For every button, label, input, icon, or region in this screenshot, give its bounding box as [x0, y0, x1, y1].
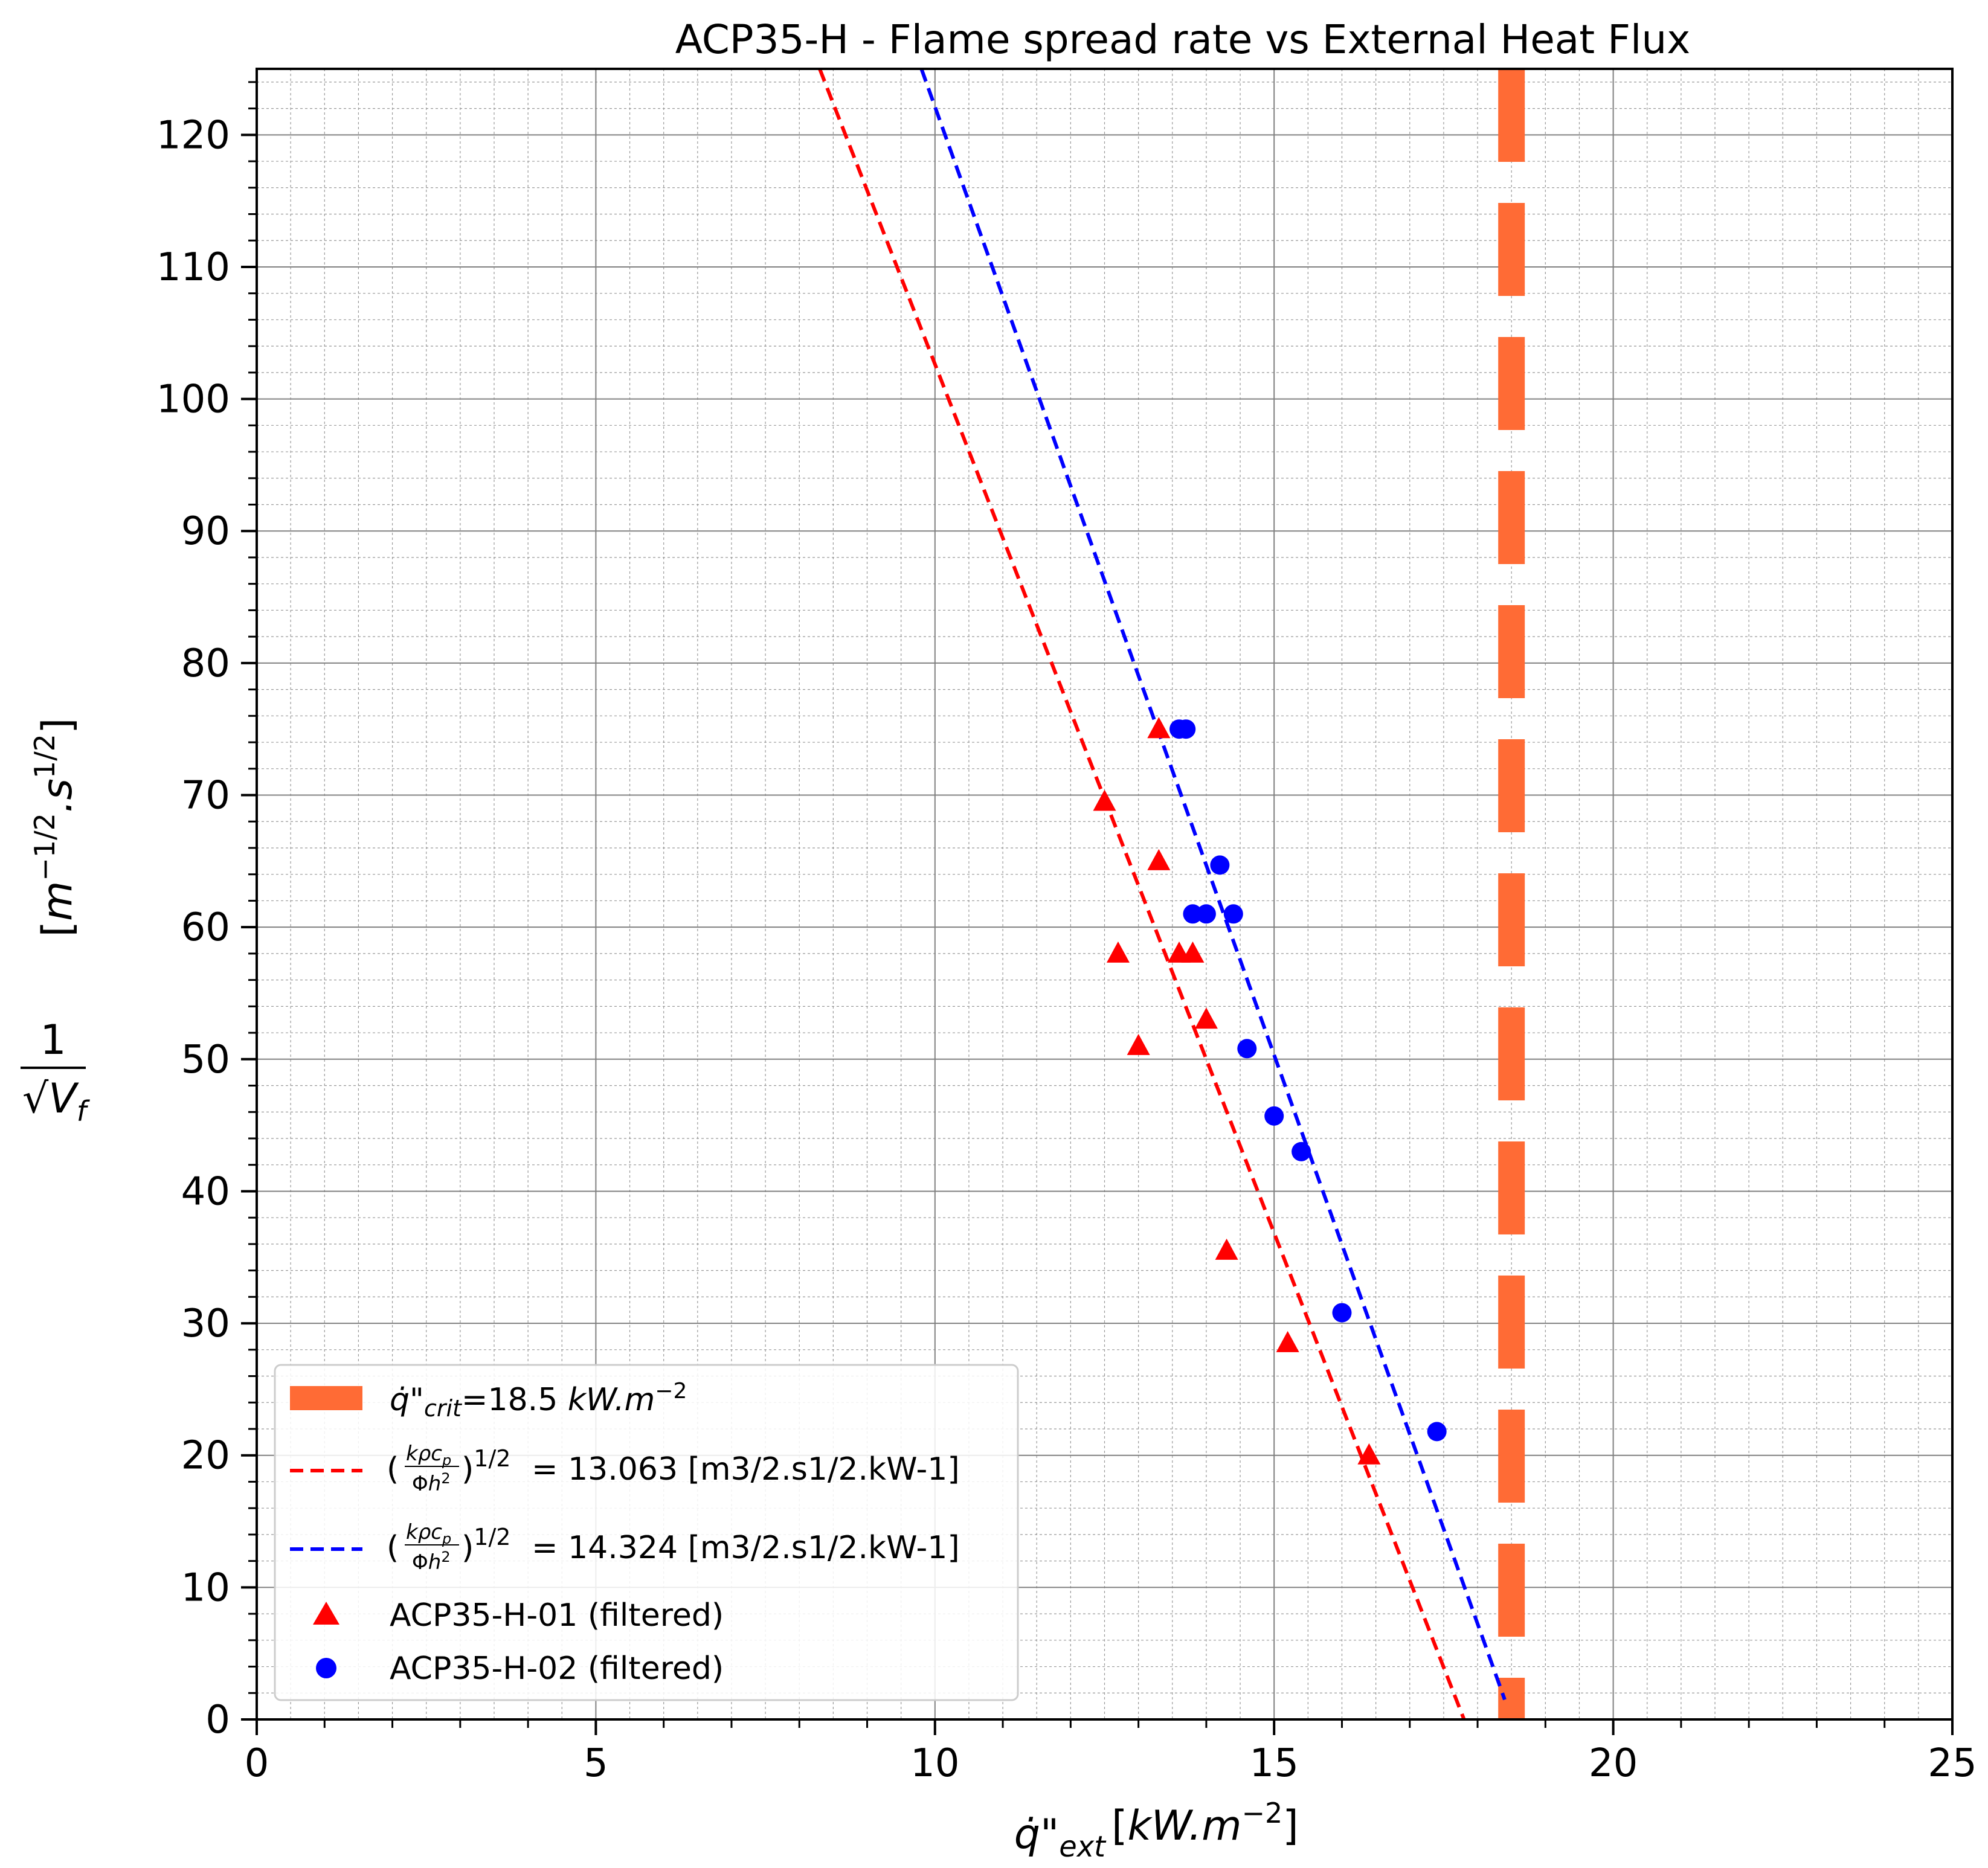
x-tick-label: 20: [1589, 1741, 1638, 1786]
x-tick-label: 0: [245, 1741, 269, 1786]
x-axis-label: q̇"ext [kW.m−2]: [1014, 1797, 1299, 1864]
x-tick-label: 25: [1928, 1741, 1977, 1786]
axis-ticks: [241, 81, 1954, 1735]
fit-lines-layer: [818, 68, 1507, 1721]
y-tick-label: 90: [181, 509, 230, 554]
y-tick-labels: 0 10 20 30 40 50 60 70 80 90 100 110 120: [156, 113, 230, 1742]
data-point-circle: [1292, 1141, 1311, 1161]
y-tick-label: 70: [181, 774, 230, 818]
legend-box: [274, 1364, 1019, 1701]
plot-frame: [256, 68, 1954, 1721]
svg-text:(: (: [387, 1451, 399, 1488]
data-point-circle: [1196, 904, 1216, 924]
legend-series-02-label: ACP35-H-02 (filtered): [390, 1651, 724, 1687]
legend-item-fit-blue: ( kρcp Φh2 )1/2 = 14.324 [m3/2.s1/2.kW-1…: [290, 1520, 960, 1574]
x-tick-label: 10: [910, 1741, 959, 1786]
svg-text:Φh2: Φh2: [412, 1470, 451, 1496]
y-tick-label: 30: [181, 1302, 230, 1346]
y-tick-label: 0: [205, 1698, 230, 1742]
y-tick-label: 60: [181, 905, 230, 950]
data-point-circle: [1427, 1422, 1447, 1442]
legend-item-series-02: ACP35-H-02 (filtered): [316, 1651, 724, 1687]
data-point-triangle: [1127, 1033, 1150, 1055]
data-points-layer: [1093, 717, 1447, 1465]
data-point-circle: [1223, 904, 1243, 924]
legend-marker-triangle: [313, 1602, 339, 1625]
data-point-triangle: [1106, 941, 1130, 963]
y-tick-label: 20: [181, 1434, 230, 1478]
y-tick-label: 100: [156, 377, 230, 422]
data-point-triangle: [1276, 1330, 1299, 1352]
data-point-triangle: [1181, 941, 1205, 963]
x-tick-labels: 0 5 10 15 20 25: [245, 1741, 1977, 1786]
y-tick-label: 110: [156, 245, 230, 290]
svg-text:q̇"crit=18.5 kW.m−2: q̇"crit=18.5 kW.m−2: [390, 1379, 687, 1422]
legend-item-critical-flux: q̇"crit=18.5 kW.m−2: [290, 1379, 687, 1422]
y-tick-label: 50: [181, 1038, 230, 1082]
fit-line-blue: [919, 68, 1507, 1701]
legend-marker-circle: [316, 1658, 336, 1678]
data-point-circle: [1183, 904, 1203, 924]
y-tick-label: 40: [181, 1169, 230, 1214]
data-point-triangle: [1147, 717, 1171, 739]
y-tick-label: 80: [181, 641, 230, 686]
data-point-triangle: [1357, 1443, 1381, 1465]
data-point-triangle: [1093, 789, 1116, 811]
data-point-circle: [1264, 1106, 1284, 1126]
fit-line-red: [818, 68, 1466, 1721]
svg-text:(: (: [387, 1530, 399, 1566]
legend: q̇"crit=18.5 kW.m−2 ( kρcp Φh2 )1/2 = 13…: [274, 1364, 1019, 1701]
legend-series-01-label: ACP35-H-01 (filtered): [390, 1597, 724, 1634]
data-point-triangle: [1147, 849, 1171, 870]
data-point-triangle: [1215, 1238, 1238, 1260]
data-point-circle: [1176, 719, 1196, 739]
data-point-circle: [1210, 855, 1230, 875]
legend-swatch-critical: [290, 1386, 362, 1410]
svg-text:1: 1: [40, 1016, 66, 1064]
legend-fit-blue-value: = 14.324 [m3/2.s1/2.kW-1]: [532, 1530, 960, 1566]
y-tick-label: 120: [156, 113, 230, 158]
x-tick-label: 5: [584, 1741, 608, 1786]
legend-item-series-01: ACP35-H-01 (filtered): [313, 1597, 724, 1634]
legend-fit-red-value: = 13.063 [m3/2.s1/2.kW-1]: [532, 1451, 960, 1488]
chart-title: ACP35-H - Flame spread rate vs External …: [675, 16, 1691, 63]
data-point-circle: [1332, 1303, 1352, 1323]
y-tick-label: 10: [181, 1565, 230, 1610]
x-tick-label: 15: [1249, 1741, 1298, 1786]
data-point-circle: [1237, 1039, 1257, 1059]
data-point-triangle: [1194, 1007, 1218, 1029]
